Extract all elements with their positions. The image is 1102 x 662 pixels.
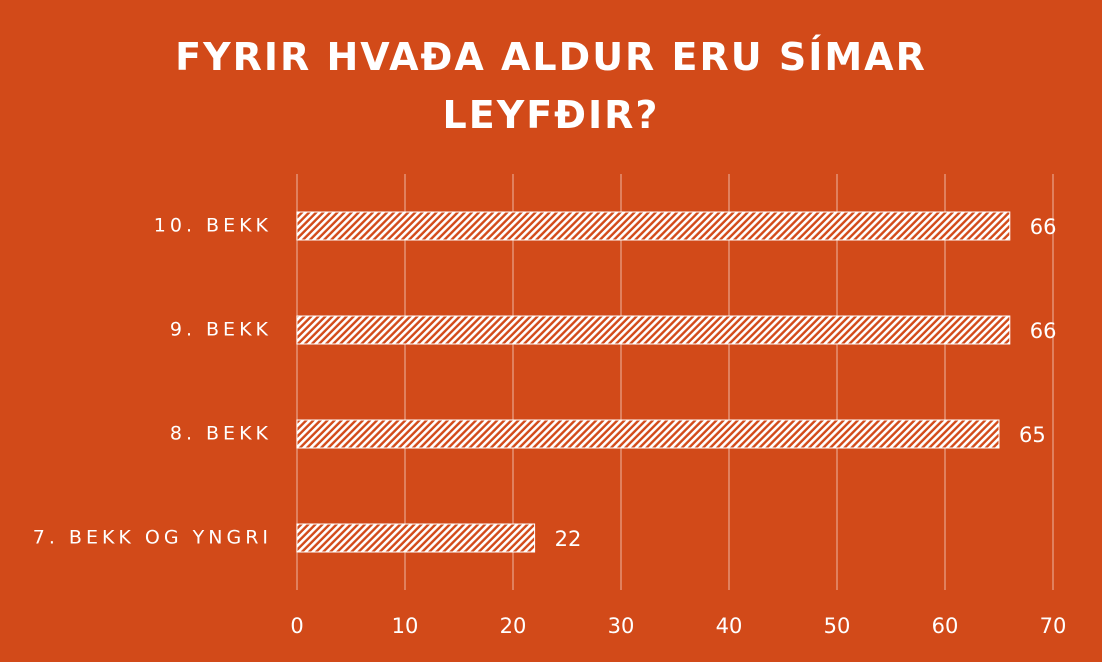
bar — [296, 523, 536, 553]
y-tick-label: 8. BEKK — [170, 423, 272, 445]
data-label: 66 — [1030, 215, 1057, 239]
y-tick-label: 7. BEKK OG YNGRI — [33, 527, 272, 549]
x-tick-label: 20 — [500, 614, 527, 638]
bar — [296, 315, 1011, 345]
chart-title: FYRIR HVAÐA ALDUR ERU SÍMAR LEYFÐIR? — [175, 35, 927, 137]
y-tick-label: 10. BEKK — [154, 215, 272, 237]
data-label: 65 — [1019, 423, 1046, 447]
x-tick-label: 70 — [1040, 614, 1067, 638]
y-tick-label: 9. BEKK — [170, 319, 272, 341]
x-tick-label: 60 — [932, 614, 959, 638]
x-tick-label: 30 — [608, 614, 635, 638]
x-tick-label: 0 — [290, 614, 303, 638]
bar — [296, 211, 1011, 241]
x-tick-label: 10 — [392, 614, 419, 638]
data-label: 66 — [1030, 319, 1057, 343]
data-label: 22 — [555, 527, 582, 551]
bar — [296, 419, 1000, 449]
x-tick-label: 40 — [716, 614, 743, 638]
x-tick-label: 50 — [824, 614, 851, 638]
